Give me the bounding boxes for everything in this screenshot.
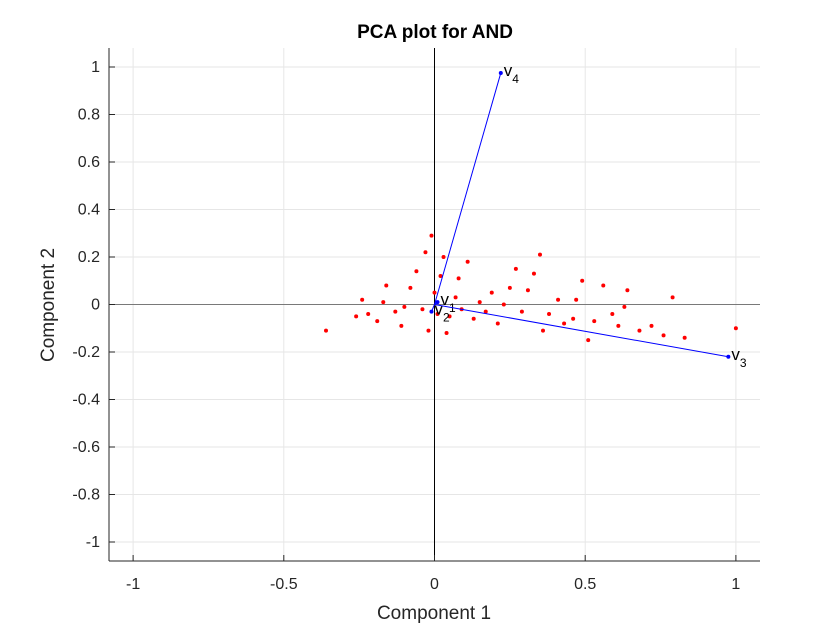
x-tick-label: 0 — [430, 576, 439, 593]
score-point — [513, 266, 518, 271]
x-tick-label: 0.5 — [574, 576, 596, 593]
score-point — [375, 319, 380, 324]
axes-frame — [108, 48, 760, 562]
score-point — [447, 314, 452, 319]
score-point — [324, 328, 328, 333]
score-point — [495, 321, 500, 326]
score-point — [414, 269, 419, 274]
score-point — [519, 309, 524, 314]
score-point — [625, 288, 630, 293]
score-point — [381, 300, 386, 305]
score-point — [408, 285, 413, 290]
score-point — [733, 326, 738, 331]
y-tick-label: 0.4 — [78, 202, 100, 219]
score-point — [586, 338, 591, 343]
score-point — [531, 271, 536, 276]
y-tick-label: -0.2 — [72, 344, 100, 361]
score-point — [435, 312, 440, 316]
y-tick-label: -0.8 — [72, 487, 100, 504]
y-tick-label: -0.4 — [72, 392, 100, 409]
score-point — [477, 300, 482, 305]
score-point — [547, 312, 552, 316]
score-point — [556, 297, 561, 302]
score-point — [601, 283, 606, 288]
score-point — [661, 333, 666, 338]
score-point — [501, 302, 506, 307]
score-point — [420, 307, 425, 312]
score-point — [670, 295, 675, 300]
score-point — [465, 259, 470, 264]
x-tick-labels: -1 -0.5 0 0.5 1 — [126, 576, 740, 593]
score-point — [402, 304, 407, 309]
score-point — [682, 335, 687, 340]
y-tick-label: 0.8 — [78, 107, 100, 124]
score-point — [471, 316, 476, 321]
score-point — [507, 285, 512, 290]
score-point — [580, 278, 585, 283]
vector-label: v2 — [434, 300, 450, 325]
score-point — [637, 328, 642, 333]
vector-line — [434, 72, 502, 305]
score-point — [649, 323, 654, 328]
score-point — [393, 309, 398, 314]
score-point — [366, 312, 371, 316]
score-point — [541, 328, 545, 333]
vector-line — [434, 304, 729, 358]
score-point — [592, 319, 597, 324]
score-point — [574, 297, 579, 302]
score-point — [616, 323, 621, 328]
score-point — [360, 297, 365, 302]
y-tick-label: -0.6 — [72, 439, 100, 456]
vector-endpoint — [498, 70, 503, 75]
score-point — [429, 233, 434, 238]
y-tick-labels: -1 -0.8 -0.6 -0.4 -0.2 0 0.2 0.4 0.6 0.8 1 — [72, 59, 100, 551]
score-point — [438, 274, 443, 278]
x-tick-label: 1 — [731, 576, 740, 593]
vector-endpoint — [726, 354, 731, 359]
score-point — [456, 276, 461, 281]
score-point — [571, 316, 576, 321]
y-tick-label: 1 — [91, 59, 100, 76]
y-tick-label: 0.6 — [78, 154, 100, 171]
x-tick-label: -1 — [126, 576, 140, 593]
score-point — [423, 250, 428, 255]
score-point — [525, 288, 530, 293]
y-axis-label: Component 2 — [38, 248, 59, 362]
score-point — [444, 331, 449, 335]
vector-label: v3 — [731, 345, 747, 370]
score-point — [537, 252, 542, 257]
score-point — [384, 283, 389, 288]
score-point — [354, 314, 359, 319]
vector-endpoint — [435, 300, 440, 305]
score-point — [610, 312, 615, 316]
y-tick-label: 0 — [91, 297, 100, 314]
score-point — [426, 328, 431, 333]
score-point — [399, 323, 404, 328]
score-point — [441, 255, 446, 259]
y-tick-label: -1 — [86, 534, 100, 551]
score-point — [483, 309, 488, 314]
x-tick-label: -0.5 — [270, 576, 298, 593]
loading-vectors: v1v2v3v4 — [429, 61, 747, 370]
vector-endpoint — [429, 309, 434, 314]
vector-label: v4 — [504, 61, 520, 86]
y-tick-label: 0.2 — [78, 249, 100, 266]
x-axis-label: Component 1 — [377, 603, 491, 624]
score-point — [489, 290, 494, 295]
score-point — [562, 321, 567, 326]
score-point — [622, 304, 627, 309]
chart-title: PCA plot for AND — [357, 22, 513, 43]
score-point — [453, 295, 458, 300]
score-points — [324, 233, 738, 343]
score-point — [432, 290, 437, 295]
